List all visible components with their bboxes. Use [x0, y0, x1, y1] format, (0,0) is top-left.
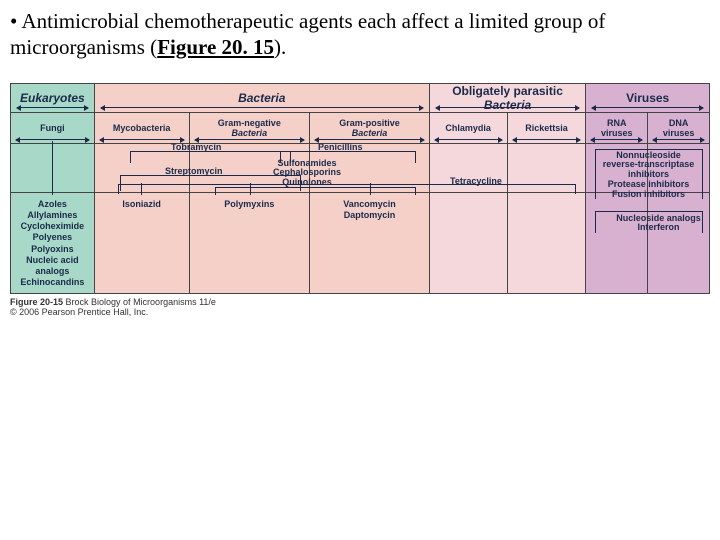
figure: Eukaryotes Bacteria Obligately parasitic…	[10, 83, 710, 319]
drug-col-5	[508, 193, 587, 293]
sub-myco-label: Mycobacteria	[113, 123, 171, 133]
span-arrow	[592, 107, 703, 108]
intro-ref: Figure 20. 15	[157, 35, 274, 59]
sub-gpos: Gram-positiveBacteria	[310, 113, 430, 143]
span-arrow	[653, 139, 704, 140]
sub-dna: DNAviruses	[648, 113, 709, 143]
intro-before: Antimicrobial chemotherapeutic agents ea…	[10, 9, 605, 59]
sub-rickettsia-label: Rickettsia	[525, 123, 568, 133]
sub-gpos-label: Gram-positiveBacteria	[339, 118, 400, 138]
cat-eukaryotes-label: Eukaryotes	[20, 91, 85, 105]
sub-myco: Mycobacteria	[95, 113, 190, 143]
sub-dna-label: DNAviruses	[663, 118, 695, 138]
sub-rna-label: RNAviruses	[601, 118, 633, 138]
span-arrow	[315, 139, 424, 140]
sp-6	[586, 144, 648, 192]
sp-4	[430, 144, 508, 192]
figure-caption: Figure 20-15 Brock Biology of Microorgan…	[10, 297, 710, 319]
span-arrow	[100, 139, 184, 140]
sub-fungi-label: Fungi	[40, 123, 65, 133]
span-arrow	[195, 139, 305, 140]
bullet: •	[10, 9, 17, 33]
sp-5	[508, 144, 587, 192]
drug-col-3: VancomycinDaptomycin	[310, 193, 430, 293]
intro-text: • Antimicrobial chemotherapeutic agents …	[10, 8, 710, 61]
cat-bacteria-label: Bacteria	[238, 91, 285, 105]
span-arrow	[101, 107, 423, 108]
row-categories: Eukaryotes Bacteria Obligately parasitic…	[10, 83, 710, 113]
cat-bacteria: Bacteria	[95, 84, 430, 112]
cat-viruses: Viruses	[586, 84, 709, 112]
cat-eukaryotes: Eukaryotes	[11, 84, 95, 112]
drug-col-7	[648, 193, 709, 293]
caption-title: Brock Biology of Microorganisms 11/e	[63, 297, 216, 307]
sub-chlamydia-label: Chlamydia	[445, 123, 491, 133]
caption-fig: Figure 20-15	[10, 297, 63, 307]
cat-obligate: Obligately parasitic Bacteria	[430, 84, 587, 112]
drug-col-2: Polymyxins	[190, 193, 311, 293]
drug-col-4	[430, 193, 508, 293]
sub-fungi: Fungi	[11, 113, 95, 143]
span-arrow	[591, 139, 642, 140]
drug-col-1: Isoniazid	[95, 193, 190, 293]
sp-3	[310, 144, 430, 192]
row-drugs: AzolesAllylaminesCycloheximidePolyenesPo…	[10, 192, 710, 294]
sub-gneg-label: Gram-negativeBacteria	[218, 118, 281, 138]
span-arrow	[436, 107, 580, 108]
sub-chlamydia: Chlamydia	[430, 113, 508, 143]
span-arrow	[513, 139, 581, 140]
sub-gneg: Gram-negativeBacteria	[190, 113, 311, 143]
sub-rickettsia: Rickettsia	[508, 113, 587, 143]
intro-after: ).	[274, 35, 286, 59]
drug-col-6	[586, 193, 648, 293]
caption-copyright: © 2006 Pearson Prentice Hall, Inc.	[10, 307, 148, 317]
sp-1	[95, 144, 190, 192]
row-subgroups: Fungi Mycobacteria Gram-negativeBacteria…	[10, 112, 710, 144]
sp-2	[190, 144, 311, 192]
sp-7	[648, 144, 709, 192]
sp-0	[11, 144, 95, 192]
sub-rna: RNAviruses	[586, 113, 648, 143]
span-arrow	[17, 107, 88, 108]
drug-col-0: AzolesAllylaminesCycloheximidePolyenesPo…	[11, 193, 95, 293]
row-spacer	[10, 143, 710, 193]
span-arrow	[16, 139, 89, 140]
cat-viruses-label: Viruses	[626, 91, 669, 105]
span-arrow	[435, 139, 502, 140]
